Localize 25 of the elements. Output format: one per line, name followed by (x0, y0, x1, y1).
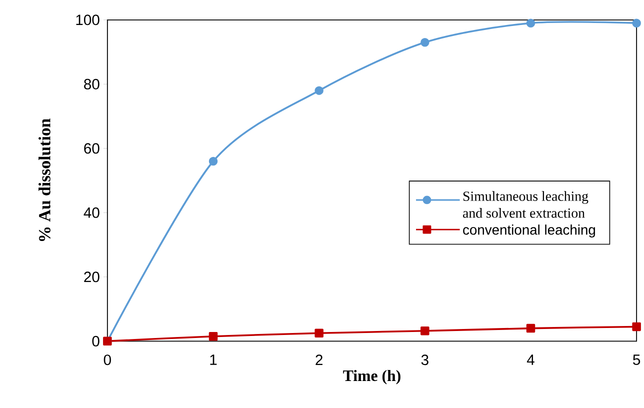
point (526, 324, 536, 333)
point (420, 326, 430, 336)
y-tick-label: 60 (84, 143, 100, 154)
x-axis-title: Time (h) (343, 370, 400, 384)
y-tick-label: 20 (84, 272, 100, 282)
point (314, 86, 324, 96)
x-tick-label: 4 (526, 354, 534, 365)
legend-label: conventional leaching (463, 224, 596, 238)
y-axis-title: % Au dissolution (38, 118, 50, 242)
x-tick-label: 1 (210, 354, 217, 365)
point (632, 322, 641, 332)
point (632, 18, 641, 28)
point (208, 332, 218, 341)
point (314, 328, 324, 338)
x-tick-label: 0 (104, 354, 111, 366)
y-tick-label: 0 (92, 336, 100, 347)
point (420, 38, 430, 47)
x-tick-label: 5 (633, 354, 640, 366)
y-tick-label: 80 (84, 78, 100, 90)
y-tick-label: 100 (76, 14, 100, 26)
x-tick-label: 2 (316, 354, 322, 366)
y-tick-label: 40 (84, 207, 100, 218)
point (208, 156, 218, 166)
x-tick-label: 3 (421, 354, 428, 366)
point (526, 18, 536, 28)
